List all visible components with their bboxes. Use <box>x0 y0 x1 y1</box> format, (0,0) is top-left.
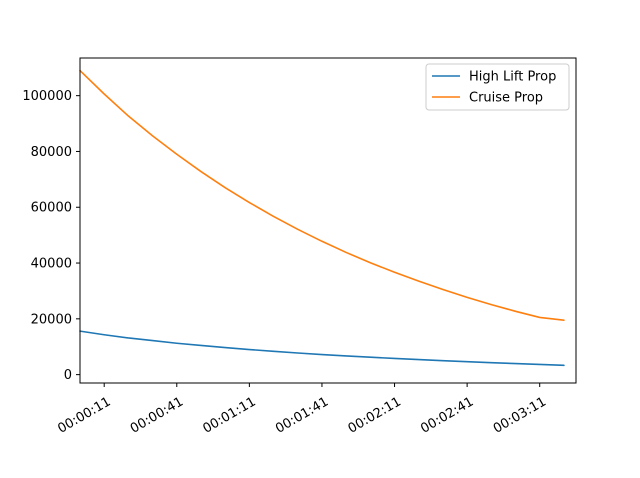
x-tick-label: 00:02:41 <box>418 394 476 436</box>
x-tick-label: 00:01:41 <box>273 394 331 436</box>
series-line-high-lift-prop <box>79 330 565 367</box>
series-line-cruise-prop <box>79 69 565 322</box>
x-tick-label: 00:03:11 <box>491 394 549 436</box>
legend-label-cruise-prop: Cruise Prop <box>469 91 543 106</box>
y-tick-label: 100000 <box>22 89 72 104</box>
plot-background <box>80 58 576 383</box>
axes-layer <box>79 57 577 384</box>
y-tick-label: 40000 <box>31 257 72 272</box>
y-tick-label: 0 <box>64 368 72 383</box>
y-tick-label: 80000 <box>31 145 72 160</box>
legend-box <box>425 63 570 111</box>
plot-frame <box>79 57 577 384</box>
x-tick-label: 00:00:41 <box>128 394 186 436</box>
x-tick-label: 00:01:11 <box>200 394 258 436</box>
series-layer <box>79 69 565 367</box>
y-axis-ticks: 0 20000 40000 60000 80000 100000 <box>22 89 80 383</box>
x-tick-label: 00:02:11 <box>346 394 404 436</box>
legend: High Lift Prop Cruise Prop <box>425 63 570 111</box>
x-tick-label: 00:00:11 <box>55 394 113 436</box>
x-axis-ticks: 00:00:11 00:00:41 00:01:11 00:01:41 00:02:11… <box>55 383 549 437</box>
y-tick-label: 60000 <box>31 201 72 216</box>
legend-label-high-lift-prop: High Lift Prop <box>469 70 556 85</box>
y-tick-label: 20000 <box>31 312 72 327</box>
